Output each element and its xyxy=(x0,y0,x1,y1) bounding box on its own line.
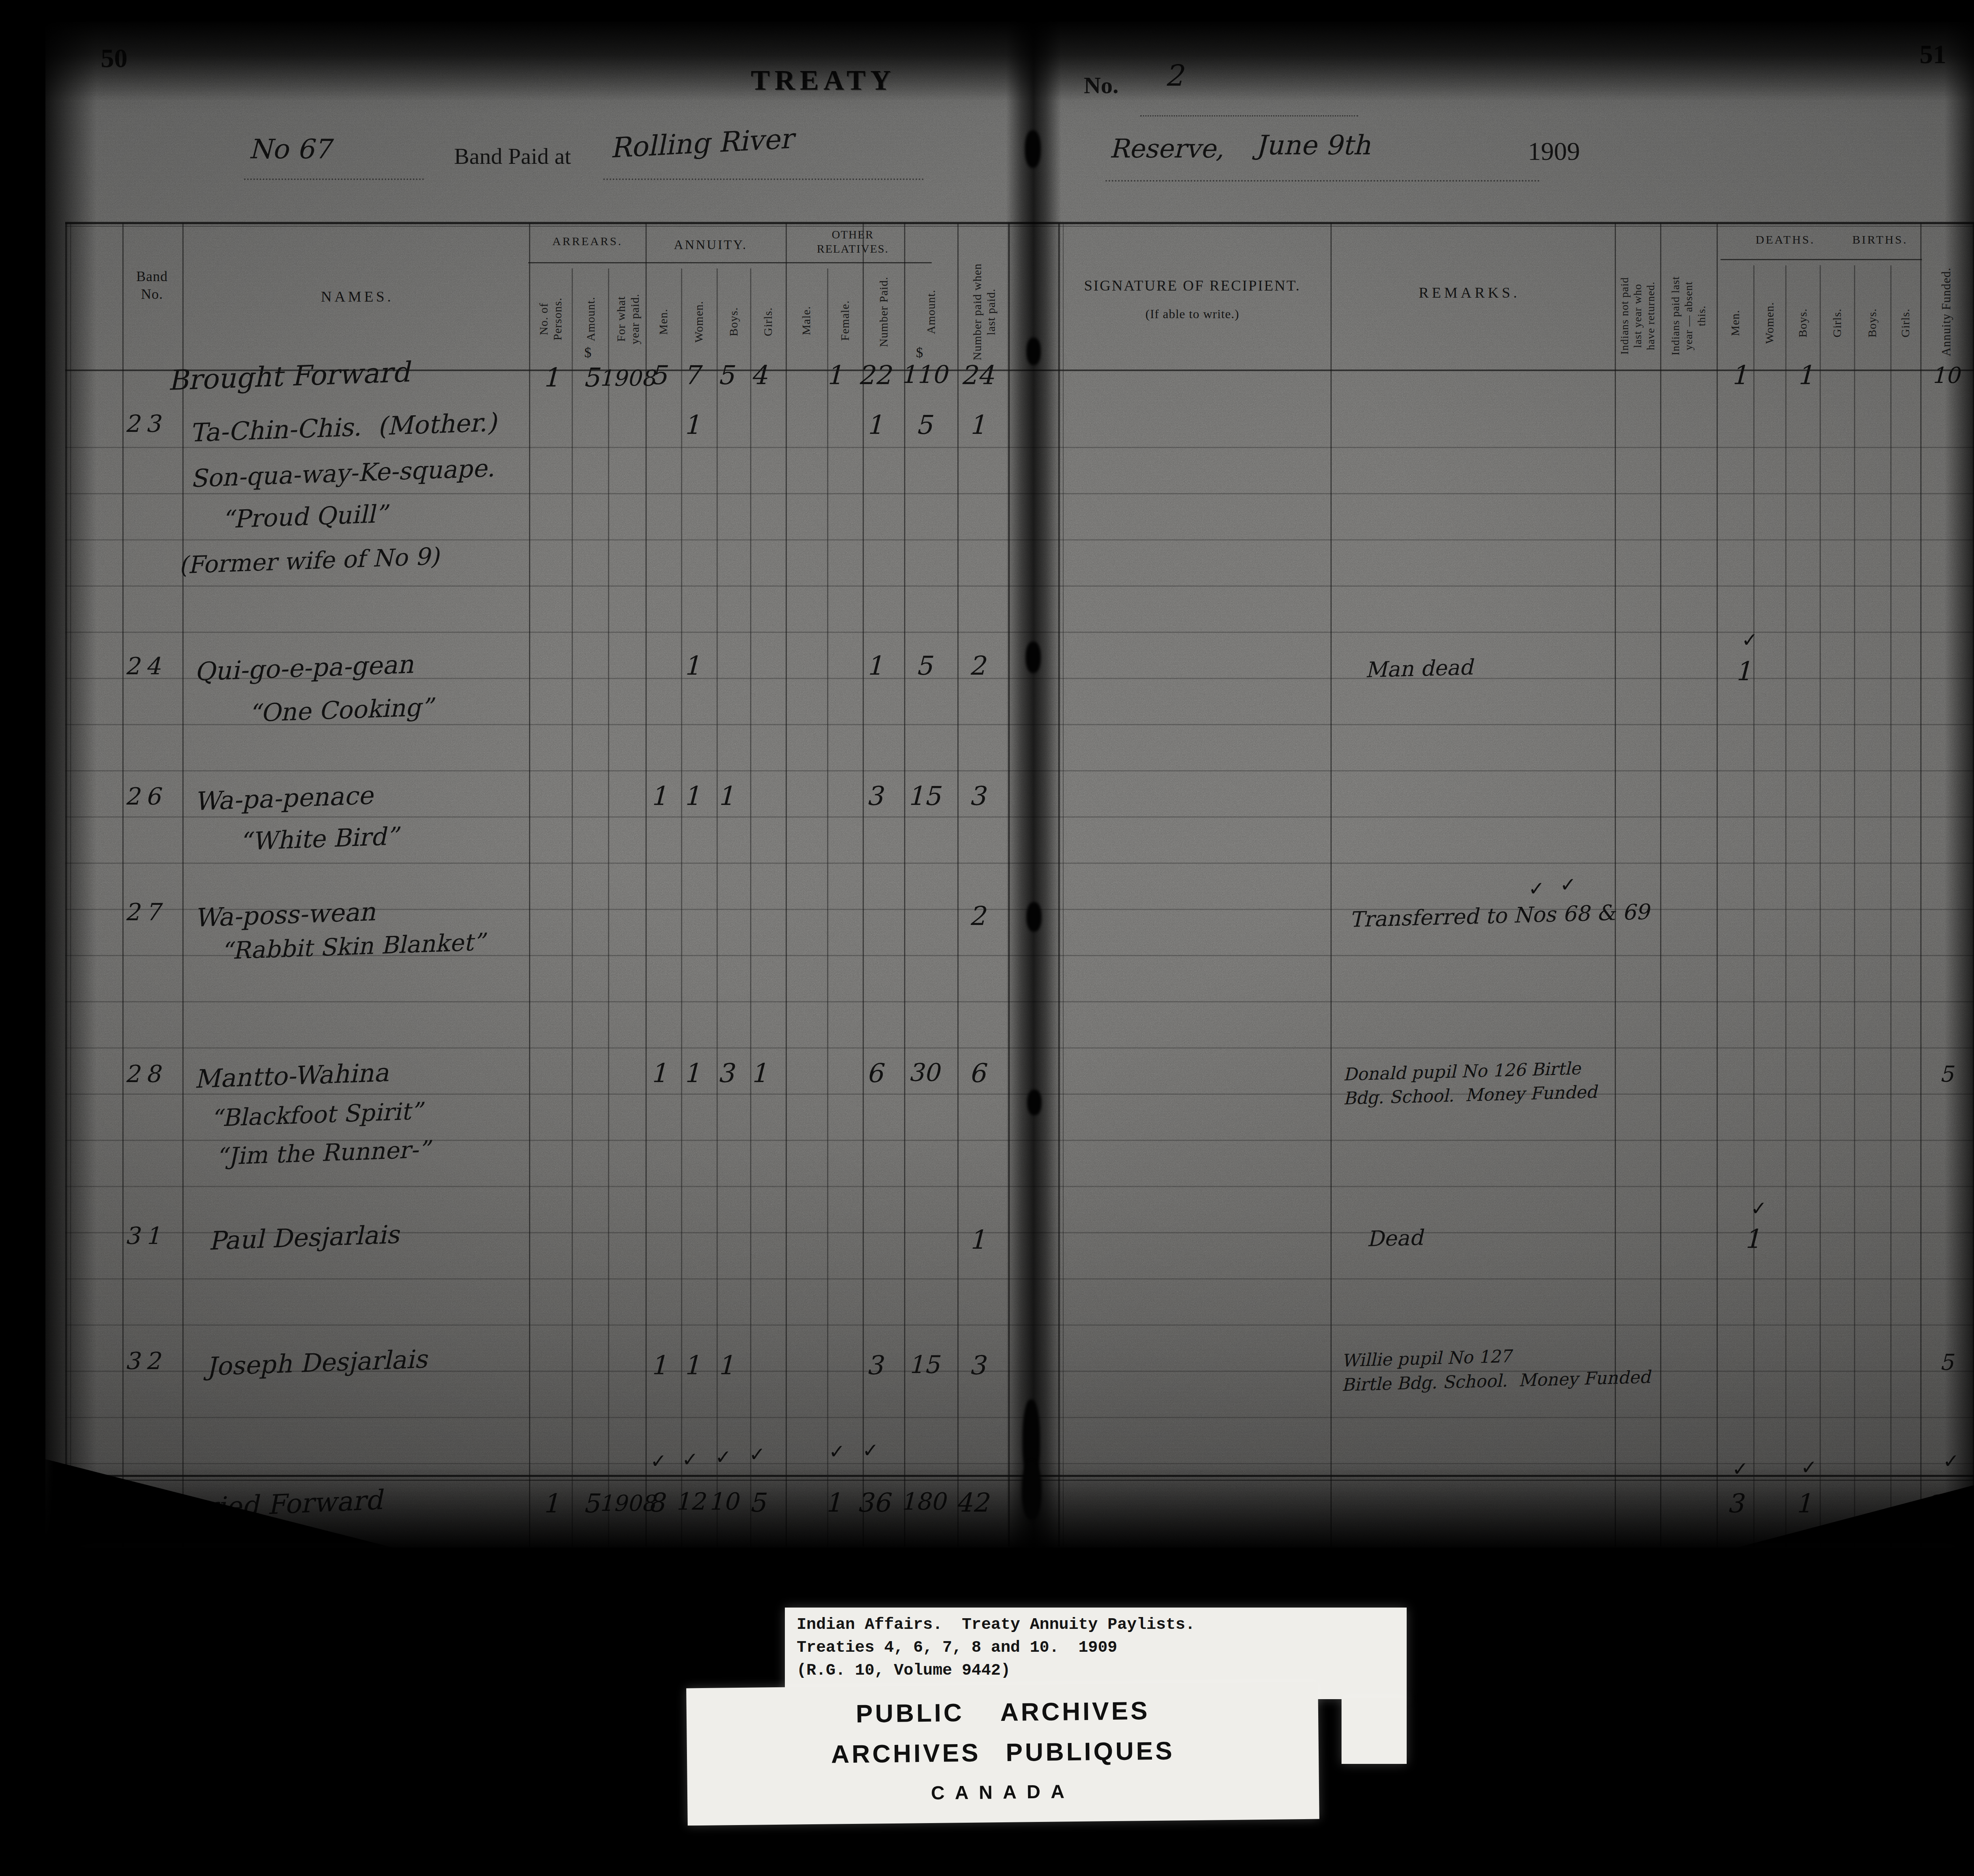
catalog-line-1: Indian Affairs. Treaty Annuity Paylists. xyxy=(797,1615,1195,1634)
microfilm-frame: 50 51 TREATY No. 2 No 67 Band Paid at Ro… xyxy=(0,0,1974,1876)
catalog-label-corner xyxy=(1342,1698,1407,1764)
film-grain-overlay xyxy=(0,0,1974,1876)
catalog-line-3: (R.G. 10, Volume 9442) xyxy=(797,1661,1010,1679)
catalog-line-2: Treaties 4, 6, 7, 8 and 10. 1909 xyxy=(797,1638,1117,1657)
